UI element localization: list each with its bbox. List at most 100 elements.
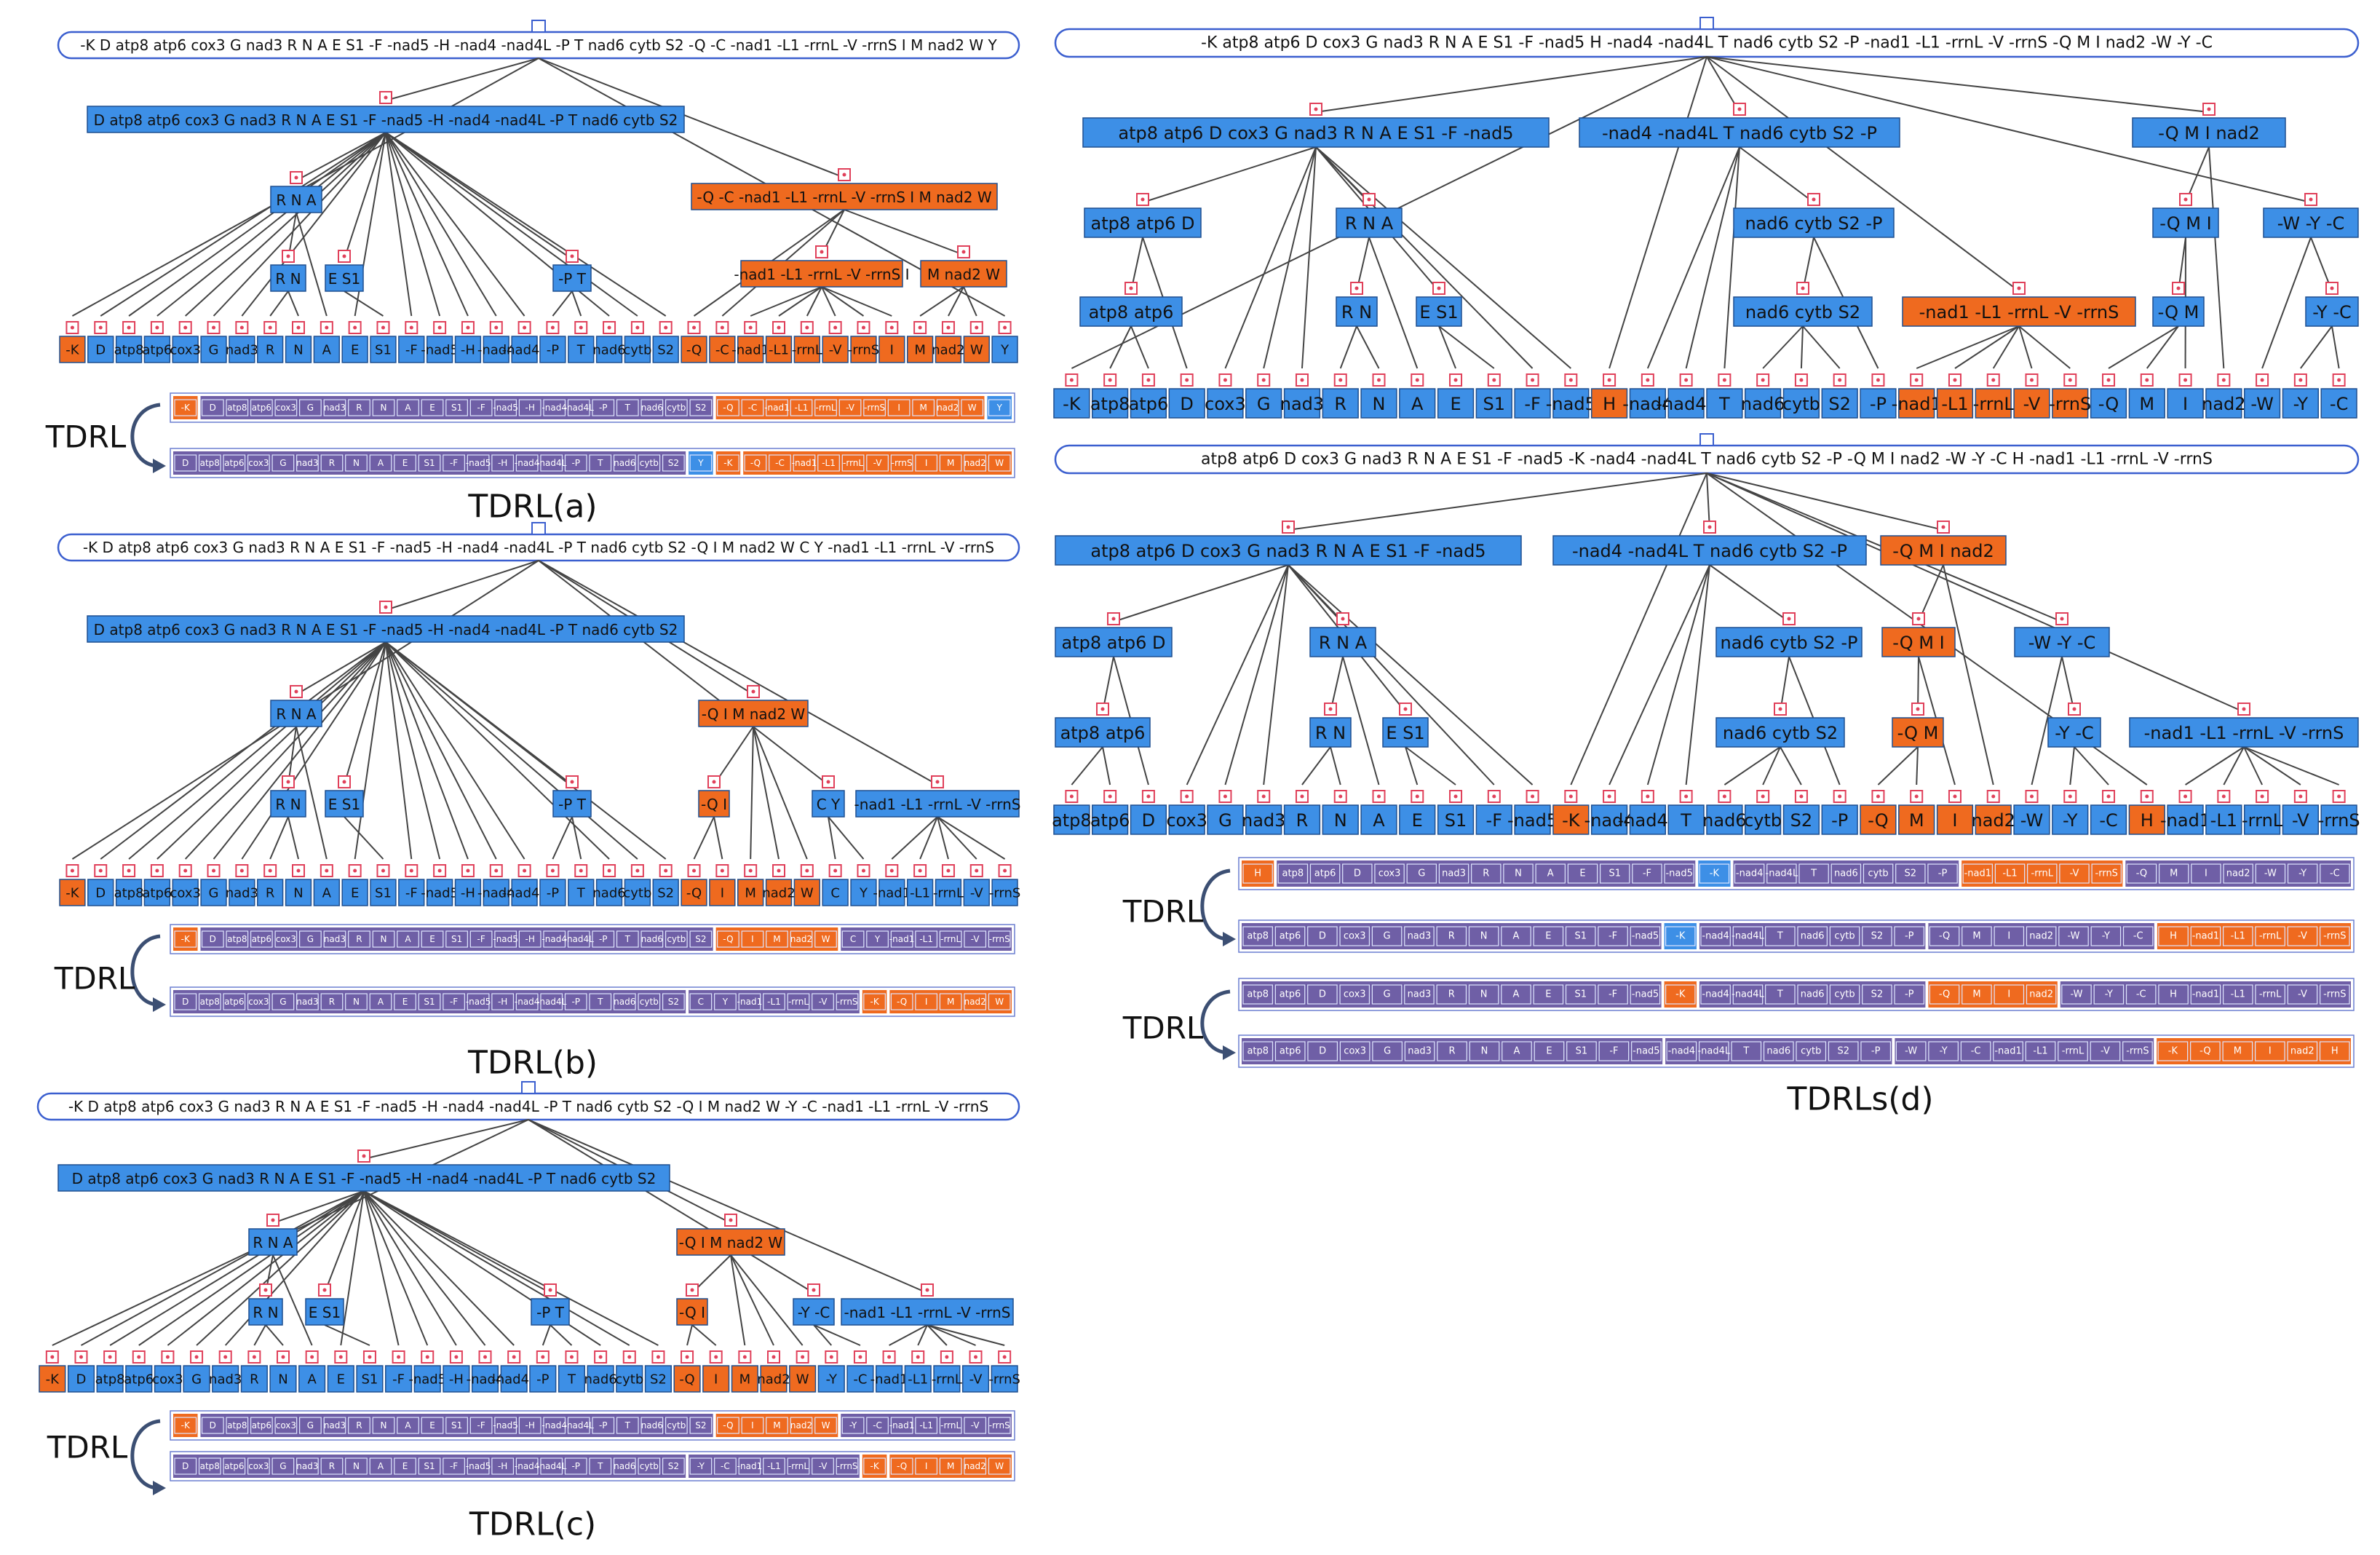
order-gene-label: -L1	[2033, 1046, 2047, 1057]
gene-leaf-box	[327, 1365, 354, 1393]
node-marker-dot	[494, 325, 499, 330]
cluster-node-box	[855, 790, 1020, 818]
order-gene-label: S2	[1905, 868, 1917, 879]
order-gene-label: I	[2007, 989, 2010, 1000]
order-gene-label: N	[1515, 868, 1522, 879]
gene-leaf: -nad4L	[502, 343, 547, 358]
node-marker-dot	[598, 1355, 603, 1359]
tree-edge	[1800, 325, 1804, 369]
gene-leaf: cytb	[623, 886, 651, 901]
cluster-node-box	[691, 183, 998, 210]
order-gene-label: -V	[873, 458, 883, 468]
order-gene-cell	[567, 399, 590, 416]
order-gene-label: M	[773, 1420, 780, 1431]
gene-leaf: -rrnL	[1973, 394, 2015, 414]
order-gene-label: -L1	[822, 458, 836, 468]
order-gene-label: M	[773, 934, 780, 944]
node-marker-dot	[294, 175, 298, 180]
order-gene-label: E	[1546, 1046, 1552, 1057]
order-gene-label: S1	[1609, 868, 1621, 879]
order-gene-cell	[2158, 863, 2189, 884]
node-marker-dot	[812, 1288, 816, 1292]
gene-leaf-box	[285, 879, 312, 906]
subcluster-node-box	[920, 260, 1007, 288]
node-marker-dot	[1377, 378, 1381, 382]
order-gene-cell	[988, 1417, 1011, 1434]
node-marker-dot	[1531, 378, 1535, 382]
gene-leaf-box	[1936, 804, 1974, 835]
tree-edge	[363, 1190, 429, 1346]
node-marker-dot	[887, 1355, 892, 1359]
order-segment	[1242, 923, 1662, 949]
order-gene-label: -C	[2133, 931, 2143, 942]
tree-edge	[324, 1324, 370, 1346]
node-marker-dot	[454, 1355, 459, 1359]
node-marker-dot	[1607, 378, 1611, 382]
node-marker-dot	[98, 868, 103, 873]
tree-edge	[287, 290, 299, 317]
order-gene-cell	[1960, 1041, 1991, 1061]
subcluster-node-box	[552, 264, 592, 292]
tree-edge	[813, 1324, 861, 1346]
gene-leaf: M	[914, 343, 926, 358]
gene-leaf: S2	[657, 886, 674, 901]
order-gene-cell	[766, 399, 788, 416]
order-gene-cell	[1599, 863, 1630, 884]
cluster-node: -Q -C -nad1 -L1 -rrnL -V -rrnS I M nad2 …	[697, 189, 991, 206]
node-marker-dot	[2176, 286, 2181, 290]
order-gene-cell	[223, 454, 246, 472]
order-gene-label: I	[751, 1420, 754, 1431]
gene-leaf-box	[822, 879, 849, 906]
tree-edge	[948, 286, 964, 317]
gene-leaf-box	[850, 879, 877, 906]
order-gene-label: -K	[1675, 989, 1686, 1000]
order-gene-cell	[1503, 863, 1534, 884]
order-gene-cell	[1797, 926, 1828, 946]
order-gene-cell	[2320, 863, 2350, 884]
order-gene-label: M	[1972, 931, 1980, 942]
tree-edge	[272, 1190, 365, 1224]
order-gene-cell	[1732, 984, 1764, 1005]
order-gene-cell	[1598, 984, 1628, 1005]
order-gene-cell	[201, 1417, 224, 1434]
order-gene-cell	[1929, 926, 1960, 946]
tree-edge	[385, 132, 667, 317]
order-gene-cell	[817, 454, 840, 472]
cluster-node-box	[57, 1164, 670, 1192]
node-marker-dot	[2072, 707, 2076, 711]
order-gene-label: C	[698, 997, 704, 1007]
order-gene-cell	[964, 930, 987, 948]
tdrl-label: TDRL	[45, 419, 127, 455]
subcluster-node: -W -Y -C	[2028, 633, 2096, 653]
gene-leaf: S2	[1828, 394, 1851, 414]
gene-leaf: -rrnL	[932, 1372, 962, 1388]
order-gene-cell	[515, 993, 539, 1010]
tree-edge	[753, 726, 780, 860]
order-gene-label: S2	[1837, 1046, 1849, 1057]
subcluster-node: R N	[275, 270, 301, 288]
order-segment	[2060, 981, 2351, 1008]
tree-edge	[1706, 56, 2210, 113]
order-gene-cell	[662, 454, 685, 472]
order-gene-cell	[814, 1417, 837, 1434]
root-order: -K D atp8 atp6 cox3 G nad3 R N A E S1 -F…	[68, 1098, 988, 1115]
order-gene-label: nad6	[641, 1420, 663, 1431]
order-gene-label: -Q	[897, 1461, 907, 1471]
node-marker-dot	[50, 1355, 55, 1359]
order-gene-label: -P	[571, 1461, 580, 1471]
tree-edge	[730, 1254, 746, 1346]
order-gene-cell	[491, 454, 515, 472]
gene-leaf-box	[1053, 388, 1090, 419]
gene-leaf: nad3	[226, 343, 258, 358]
order-gene-label: -K	[181, 1420, 191, 1431]
order-gene-cell	[445, 930, 468, 948]
gene-leaf-box	[2090, 388, 2127, 419]
gene-leaf: R	[266, 343, 275, 358]
tdrl-arrow	[130, 403, 161, 468]
order-gene-cell	[589, 993, 612, 1010]
order-gene-cell	[1404, 926, 1435, 946]
gene-leaf-box	[991, 336, 1018, 363]
order-gene-label: S1	[424, 1461, 435, 1471]
order-gene-cell	[1862, 926, 1892, 946]
order-gene-cell	[741, 399, 764, 416]
